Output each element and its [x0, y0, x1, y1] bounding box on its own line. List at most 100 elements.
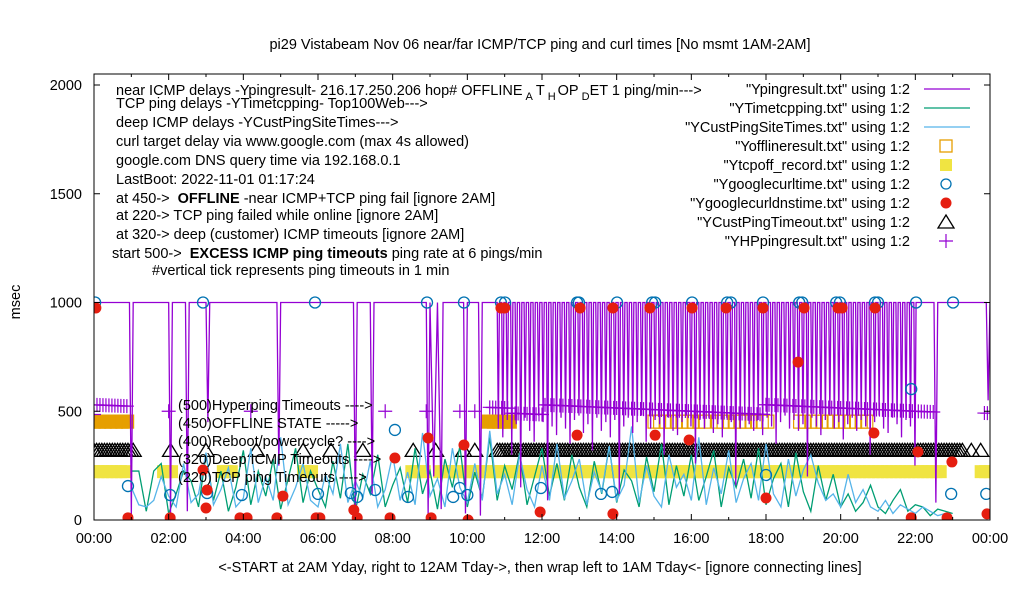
- note-post: ping rate at 6 pings/min: [388, 246, 543, 262]
- x-tick-label: 18:00: [748, 531, 784, 547]
- legend-label: "Ygooglecurldnstime.txt" using 1:2: [690, 196, 910, 212]
- note-line: google.com DNS query time via 192.168.0.…: [116, 153, 401, 169]
- note-line: start 500-> EXCESS ICMP ping timeouts pi…: [112, 246, 542, 262]
- tcpoff-square: [119, 465, 132, 479]
- legend: "Ypingresult.txt" using 1:2 "YTimetcpping…: [685, 82, 970, 250]
- dns-time-dot: [868, 427, 880, 439]
- tcpoff-square: [934, 465, 947, 479]
- curl-time-circle: [311, 487, 325, 501]
- note-line: LastBoot: 2022-11-01 01:17:24: [116, 172, 315, 188]
- hp-timeout-plus: [452, 404, 467, 419]
- legend-label: "YCustPingSiteTimes.txt" using 1:2: [685, 120, 910, 136]
- level-label: (320)Deep ICMP Timeouts ---->: [178, 452, 381, 468]
- y-axis-label: msec: [8, 285, 24, 320]
- curl-time-circle: [534, 481, 548, 495]
- dns-time-dot: [869, 302, 881, 314]
- series-deep-icmp-line: [130, 426, 953, 519]
- x-tick-label: 04:00: [225, 531, 261, 547]
- legend-key-circle: [940, 178, 952, 190]
- legend-key-plus: [939, 234, 953, 248]
- note-line: TCP ping delays -YTimetcpping- Top100Web…: [116, 96, 428, 112]
- dns-time-dot: [351, 512, 363, 520]
- legend-label: "Ypingresult.txt" using 1:2: [746, 82, 910, 98]
- x-tick-label: 00:00: [76, 531, 112, 547]
- dns-time-dot: [912, 446, 924, 458]
- legend-label: "YTimetcpping.txt" using 1:2: [729, 101, 910, 117]
- x-tick-label: 22:00: [897, 531, 933, 547]
- curl-time-circle: [235, 488, 248, 502]
- dns-time-dot: [760, 492, 772, 504]
- cust-timeout-triangle: [953, 442, 972, 458]
- dns-time-dot: [201, 484, 213, 496]
- dns-time-dot: [607, 508, 619, 520]
- hp-timeout-plus: [161, 404, 176, 419]
- hp-timeout-plus: [243, 404, 258, 419]
- note-near-icmp: near ICMP delays -Ypingresult- 216.17.25…: [116, 83, 702, 103]
- cust-timeout-triangle: [404, 442, 423, 458]
- note-line: deep ICMP delays -YCustPingSiteTimes--->: [116, 115, 398, 131]
- cust-timeout-triangle: [465, 442, 484, 458]
- curl-time-circle: [344, 486, 358, 500]
- dns-time-dot: [122, 512, 134, 520]
- cust-timeout-triangle: [293, 442, 313, 458]
- annotation-block: near ICMP delays -Ypingresult- 216.17.25…: [112, 83, 702, 279]
- y-tick-label: 2000: [50, 78, 82, 94]
- axes: 00:00 02:00 04:00 06:00 08:00 10:00 12:00 14:00…: [50, 74, 1008, 547]
- note-text: at 320-> deep (customer) ICMP timeouts […: [116, 227, 464, 243]
- curl-time-circle: [351, 490, 364, 504]
- dns-time-dot: [499, 302, 511, 314]
- plot-area: [94, 296, 990, 520]
- plot-marks: [94, 296, 990, 520]
- legend-label: "YCustPingTimeout.txt" using 1:2: [697, 215, 910, 231]
- dns-time-dot: [649, 429, 661, 441]
- dns-time-dot: [200, 502, 212, 514]
- legend-label: "Yofflineresult.txt" using 1:2: [735, 139, 910, 155]
- x-tick-label: 16:00: [673, 531, 709, 547]
- x-tick-label: 20:00: [823, 531, 859, 547]
- note-text: LastBoot: 2022-11-01 01:17:24: [116, 172, 315, 188]
- note-bold: EXCESS ICMP ping timeouts: [190, 246, 388, 262]
- curl-time-circle: [308, 296, 322, 309]
- dns-time-dot: [425, 512, 437, 520]
- dns-time-dot: [607, 302, 619, 314]
- curl-time-circle: [368, 483, 382, 497]
- dns-time-dot: [384, 512, 396, 520]
- legend-key-triangle: [936, 213, 956, 229]
- x-tick-label: 12:00: [524, 531, 560, 547]
- hp-timeout-plus: [756, 407, 771, 422]
- level-labels: (500)Hyperping Timeouts ----> (450)OFFLIN…: [178, 398, 381, 486]
- dns-time-dot: [314, 512, 326, 520]
- x-tick-label: 08:00: [375, 531, 411, 547]
- dns-time-dot: [836, 302, 848, 314]
- y-tick-label: 500: [58, 404, 82, 420]
- dns-time-dot: [644, 302, 656, 314]
- dns-time-dot: [271, 512, 283, 520]
- dns-time-dot: [534, 506, 546, 518]
- curl-time-circle: [905, 382, 918, 396]
- note-line: curl target delay via www.google.com (ma…: [116, 134, 469, 150]
- dns-time-dot: [683, 434, 695, 446]
- legend-label: "Ygooglecurltime.txt" using 1:2: [714, 177, 910, 193]
- level-label: (220)TCP ping Timeouts ---->: [178, 470, 367, 486]
- note-line: at 320-> deep (customer) ICMP timeouts […: [116, 227, 464, 243]
- cust-timeout-triangle: [962, 442, 981, 458]
- x-tick-label: 02:00: [151, 531, 187, 547]
- hp-timeout-plus: [419, 404, 434, 419]
- hp-timeout-plus: [378, 404, 393, 419]
- curl-time-circle: [946, 296, 960, 309]
- dns-time-dot: [686, 302, 698, 314]
- dns-time-dot: [571, 429, 583, 441]
- note-line: at 450-> OFFLINE -near ICMP+TCP ping fai…: [116, 191, 495, 207]
- level-label: (450)OFFLINE STATE ----->: [178, 416, 358, 432]
- dns-time-dot: [197, 464, 209, 476]
- legend-label: "Ytcpoff_record.txt" using 1:2: [723, 158, 910, 174]
- dns-time-dot: [164, 512, 176, 520]
- curl-time-circle: [164, 488, 177, 502]
- level-label: (400)Reboot/powercycle? ---->: [178, 434, 375, 450]
- legend-key-square: [939, 139, 953, 153]
- dns-time-dot: [389, 452, 401, 464]
- offline-square: [503, 414, 517, 429]
- x-tick-label: 00:00: [972, 531, 1008, 547]
- note-line: at 220-> TCP ping failed while online [i…: [116, 208, 438, 224]
